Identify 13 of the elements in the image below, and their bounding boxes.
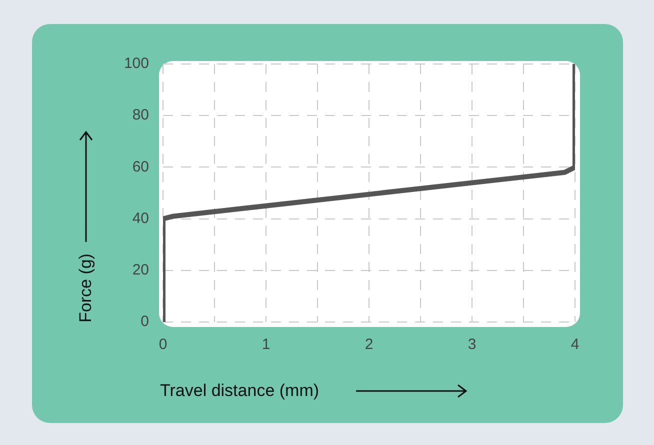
x-tick-label: 3 xyxy=(468,336,476,354)
x-tick-label: 4 xyxy=(570,336,580,354)
y-axis-title: Force (g) xyxy=(76,254,96,322)
y-tick-label: 80 xyxy=(132,106,149,124)
y-tick-label: 0 xyxy=(140,313,149,330)
y-tick-label: 100 xyxy=(124,55,149,72)
x-tick-label: 0 xyxy=(158,336,168,354)
y-tick-label: 40 xyxy=(132,210,149,227)
y-tick-label: 20 xyxy=(132,262,149,279)
x-axis-title: Travel distance (mm) xyxy=(160,381,320,401)
x-tick-label: 1 xyxy=(262,336,270,354)
x-tick-label: 2 xyxy=(364,336,374,354)
y-tick-label: 60 xyxy=(132,158,149,176)
